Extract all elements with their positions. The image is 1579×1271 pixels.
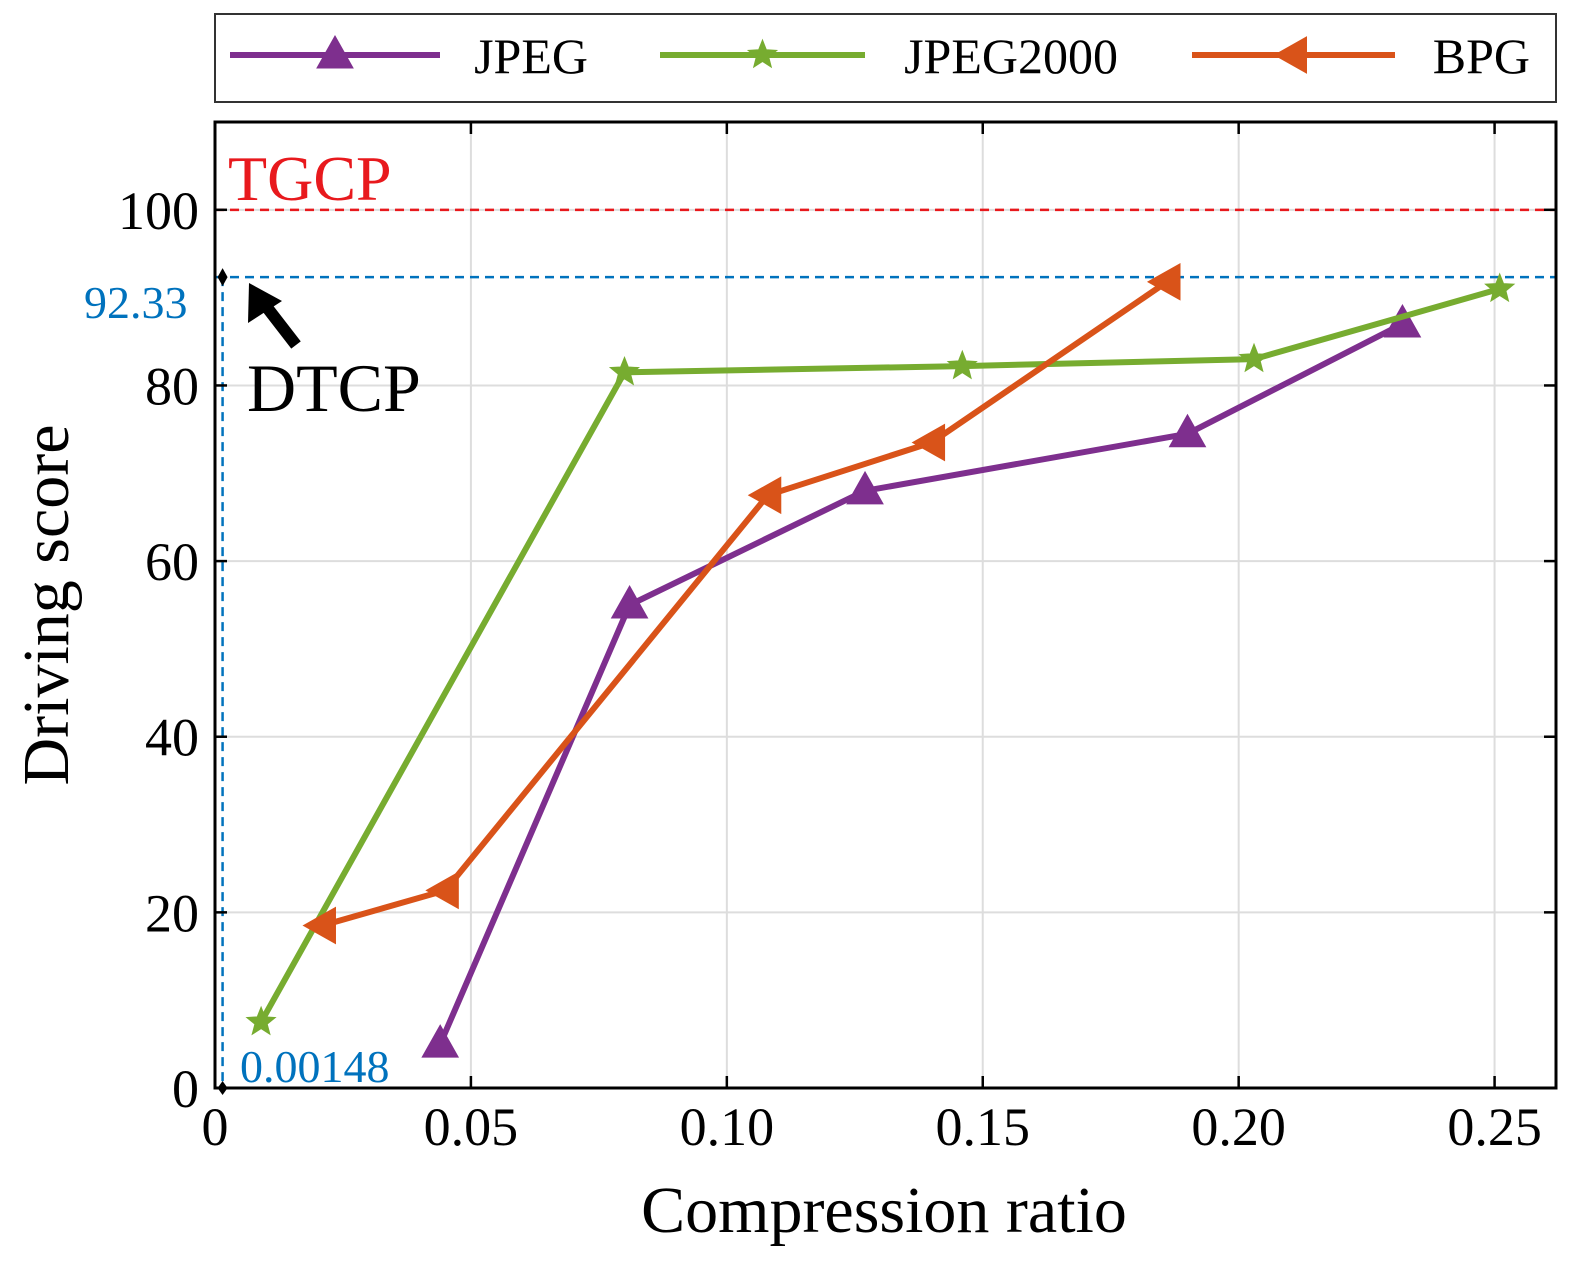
legend-label-bpg: BPG: [1433, 28, 1530, 84]
x-tick-label: 0.10: [680, 1097, 775, 1157]
data-point-bpg: [302, 906, 336, 945]
legend-label-jpeg: JPEG: [474, 28, 588, 84]
y-tick-label: 80: [145, 356, 199, 416]
grid: [215, 122, 1556, 1088]
legend-marker-jpeg2000: [746, 38, 779, 69]
data-point-jpeg: [846, 470, 884, 505]
data-point-jpeg2000: [1484, 272, 1516, 303]
legend-marker-bpg: [1273, 36, 1307, 74]
tgcp-label: TGCP: [228, 143, 392, 214]
data-point-jpeg: [1168, 413, 1207, 448]
dtcp-point: [217, 268, 228, 287]
data-point-jpeg2000: [608, 355, 640, 386]
x-tick-label: 0: [202, 1097, 229, 1157]
data-point-jpeg: [610, 584, 649, 619]
series-layer: [245, 262, 1516, 1058]
legend: JPEG JPEG2000 BPG: [214, 13, 1557, 103]
data-point-bpg: [425, 871, 459, 910]
data-point-bpg: [1146, 262, 1181, 301]
x-tick-label: 0.15: [935, 1097, 1030, 1157]
x-tick-label: 0.05: [424, 1097, 519, 1157]
y-tick-label: 100: [118, 181, 199, 241]
ticks: 0 0.05 0.10 0.15 0.20 0.25 0 20 40 60 80 100: [118, 122, 1556, 1157]
data-point-bpg: [747, 476, 782, 515]
y-tick-label: 40: [145, 708, 199, 768]
score-9233-label: 92.33: [84, 277, 188, 328]
y-axis-label: Driving score: [10, 424, 83, 785]
legend-label-jpeg2000: JPEG2000: [904, 28, 1118, 84]
legend-marker-jpeg: [316, 34, 354, 69]
data-point-jpeg2000: [946, 349, 978, 380]
reference-lines: [215, 208, 1556, 1095]
series-line-jpeg: [437, 321, 1404, 1046]
y-tick-label: 60: [145, 532, 199, 592]
x-tick-label: 0.20: [1191, 1097, 1286, 1157]
x-tick-label: 0.25: [1447, 1097, 1542, 1157]
ratio-label: 0.00148: [240, 1041, 390, 1092]
dtcp-arrow: [248, 283, 301, 349]
data-point-bpg: [911, 423, 946, 462]
data-point-jpeg: [421, 1024, 460, 1058]
data-point-jpeg2000: [1238, 342, 1270, 373]
x-axis-label: Compression ratio: [641, 1174, 1127, 1247]
dtcp-label: DTCP: [247, 350, 421, 426]
data-point-jpeg2000: [245, 1005, 277, 1036]
y-tick-label: 0: [172, 1059, 199, 1119]
y-tick-label: 20: [145, 883, 199, 943]
series-line-bpg: [321, 279, 1169, 929]
plot-frame: [213, 120, 1558, 1090]
